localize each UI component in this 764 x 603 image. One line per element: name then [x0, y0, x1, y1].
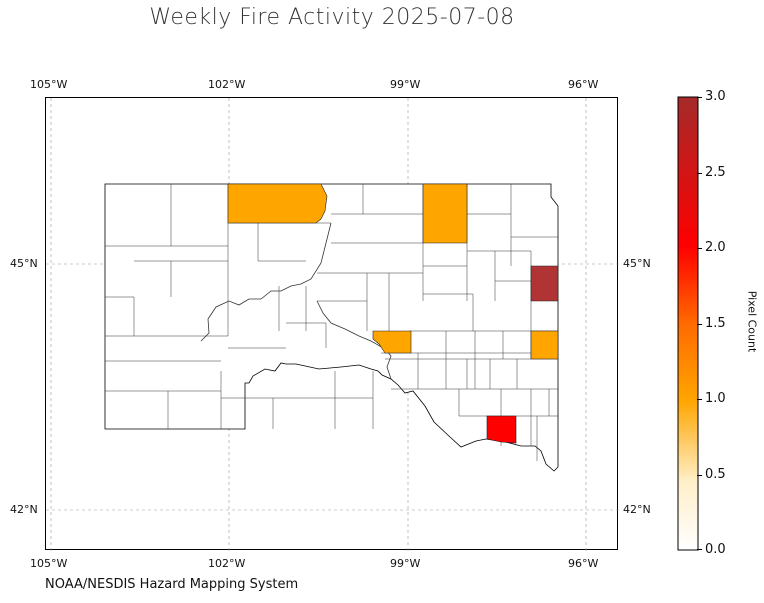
- colorbar-tick-label: 2.0: [705, 240, 726, 255]
- colorbar-label: Pixel Count: [745, 290, 759, 353]
- county-orange-east-central: [530, 330, 559, 360]
- colorbar-tickmark: [697, 399, 702, 400]
- colorbar-tick-label: 3.0: [705, 89, 726, 104]
- colorbar-tick-label: 2.5: [705, 165, 726, 180]
- colorbar-gradient: [677, 96, 699, 551]
- map-title: Weekly Fire Activity 2025-07-08: [149, 5, 515, 30]
- map-panel: [45, 97, 619, 551]
- lat-tick-right-42: 42°N: [623, 503, 651, 516]
- county-red-southeast: [486, 415, 517, 444]
- county-orange-north-central: [422, 183, 468, 244]
- county-orange-northwest: [227, 183, 328, 224]
- colorbar-tick-label: 1.5: [705, 316, 726, 331]
- lat-tick-right-45: 45°N: [623, 257, 651, 270]
- lon-tick-bottom-99: 99°W: [390, 557, 421, 570]
- county-orange-central: [372, 330, 412, 354]
- colorbar-tick-label: 0.5: [705, 467, 726, 482]
- colorbar-tick-label: 0.0: [705, 542, 726, 557]
- county-darkred-east: [530, 265, 559, 302]
- fire-counties: [227, 183, 559, 444]
- lon-tick-top-99: 99°W: [390, 78, 421, 91]
- lon-tick-top-102: 102°W: [208, 78, 246, 91]
- colorbar-tick-label: 1.0: [705, 391, 726, 406]
- colorbar-tickmark: [697, 324, 702, 325]
- colorbar-tickmark: [697, 549, 702, 550]
- colorbar-tickmark: [697, 173, 702, 174]
- lon-tick-top-105: 105°W: [30, 78, 68, 91]
- lon-tick-bottom-96: 96°W: [568, 557, 599, 570]
- colorbar-tickmark: [697, 97, 702, 98]
- lat-tick-left-42: 42°N: [10, 503, 38, 516]
- lon-tick-bottom-105: 105°W: [30, 557, 68, 570]
- colorbar-tickmark: [697, 475, 702, 476]
- colorbar-tickmark: [697, 248, 702, 249]
- lon-tick-top-96: 96°W: [568, 78, 599, 91]
- data-source-credit: NOAA/NESDIS Hazard Mapping System: [45, 577, 299, 592]
- lat-tick-left-45: 45°N: [10, 257, 38, 270]
- lon-tick-bottom-102: 102°W: [208, 557, 246, 570]
- map-canvas: [46, 98, 619, 551]
